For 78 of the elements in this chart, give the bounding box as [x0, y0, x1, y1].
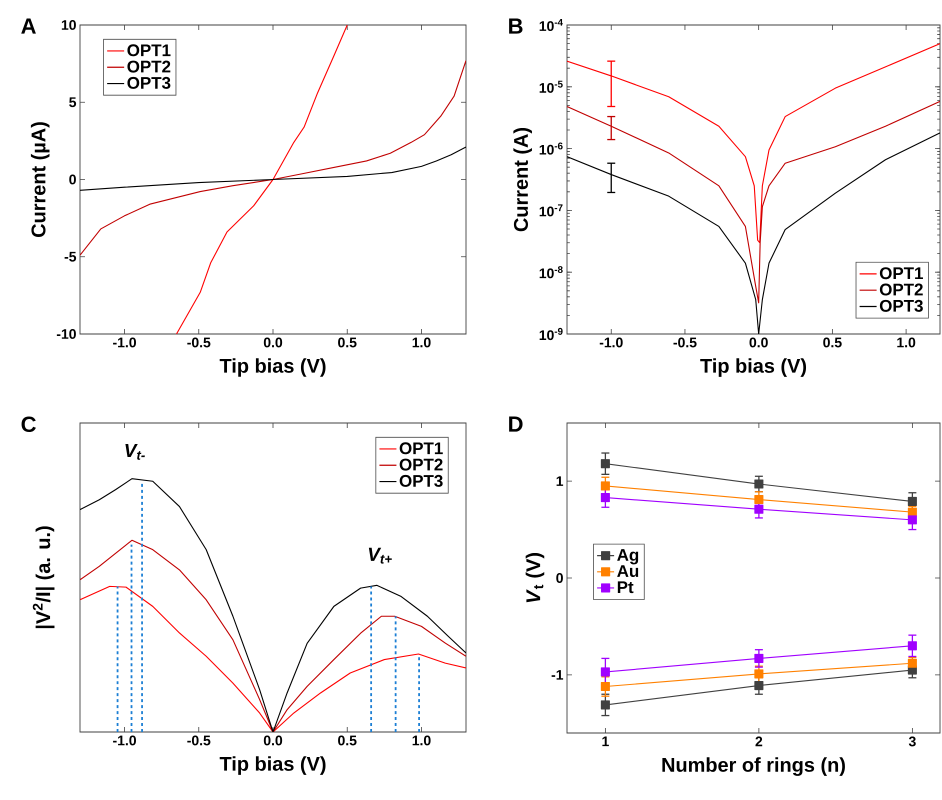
point	[600, 667, 610, 677]
x-axis-title: Number of rings (n)	[662, 757, 845, 776]
x-tick-label: 2	[755, 736, 762, 746]
x-axis-title: Tip bias (V)	[700, 358, 806, 377]
legend-label: OPT1	[400, 442, 443, 454]
point	[754, 680, 764, 690]
chart-title: C	[22, 416, 36, 432]
legend-label: Ag	[617, 549, 638, 564]
legend-label: OPT3	[127, 76, 170, 89]
x-tick-label: 0.5	[338, 736, 357, 746]
point	[754, 479, 764, 489]
y-tick-label: -5	[64, 252, 76, 262]
legend-label: Au	[617, 565, 638, 578]
y-tick-label: -1	[552, 670, 564, 680]
y-tick-label: 0	[556, 573, 563, 583]
legend-label: OPT2	[127, 60, 170, 73]
x-axis-title: Tip bias (V)	[220, 358, 326, 377]
x-tick-label: 0.0	[264, 338, 282, 348]
point	[754, 494, 764, 504]
point	[754, 504, 764, 514]
chart-title: B	[509, 18, 522, 34]
text: V$_{t-}$	[125, 444, 145, 460]
legend-label: Pt	[618, 581, 634, 594]
chart-title: A	[21, 18, 36, 34]
x-tick-label: -0.5	[673, 338, 697, 348]
point	[600, 682, 610, 692]
x-tick-label: -1.0	[113, 338, 136, 348]
x-axis-title: Tip bias (V)	[220, 756, 326, 775]
legend-label: OPT1	[127, 44, 171, 56]
x-tick-label: 0.5	[823, 338, 842, 348]
legend-label: OPT3	[400, 474, 443, 487]
line-series	[80, 146, 466, 191]
point	[754, 669, 764, 678]
point	[908, 515, 917, 524]
line-series	[176, 24, 348, 334]
x-tick-label: -1.0	[113, 736, 136, 746]
y-tick-label: 10	[62, 20, 76, 30]
y-tick-label: 5	[69, 97, 76, 108]
point	[600, 459, 610, 468]
legend-label: OPT2	[400, 458, 443, 471]
x-tick-label: -0.5	[187, 736, 210, 746]
point	[908, 641, 917, 650]
point	[908, 496, 917, 506]
legend-label: OPT2	[880, 284, 923, 296]
y-tick-label: 10$^{-6}$	[540, 142, 563, 155]
y-tick-label: -10	[56, 329, 76, 339]
y-tick-label: 10$^{-8}$	[540, 266, 563, 278]
annotation: V$_{t+}$	[368, 548, 392, 564]
line-series	[567, 43, 940, 244]
line-series	[567, 132, 940, 334]
point	[600, 700, 610, 710]
y-axis-title: |V$^{2}$/I| (a. u.)	[32, 526, 54, 628]
y-tick-label: 0	[69, 174, 76, 184]
y-tick-label: 10$^{-9}$	[540, 328, 563, 340]
x-tick-label: -0.5	[187, 338, 210, 348]
point	[600, 493, 610, 502]
point	[754, 654, 764, 663]
x-tick-label: 1	[602, 736, 609, 746]
x-tick-label: 1.0	[412, 338, 431, 348]
y-axis-title: Current (A)	[513, 128, 532, 232]
legend-label: OPT3	[880, 300, 923, 312]
y-tick-label: 10$^{-7}$	[540, 204, 563, 216]
y-tick-label: 10$^{-4}$	[540, 18, 563, 32]
x-tick-label: 1.0	[897, 338, 916, 348]
point	[600, 481, 610, 490]
y-axis-title: V$_{t}$ (V)	[526, 553, 544, 602]
x-tick-label: 0.0	[750, 338, 768, 348]
x-tick-label: 0.0	[264, 736, 282, 746]
x-tick-label: 0.5	[338, 338, 357, 348]
y-tick-label: 1	[556, 476, 564, 486]
y-tick-label: 10$^{-5}$	[540, 80, 563, 93]
y-axis-title: Current (µA)	[30, 122, 50, 237]
chart-title: D	[509, 416, 523, 432]
x-tick-label: 3	[908, 736, 916, 746]
x-tick-label: 1.0	[412, 736, 431, 746]
legend-label: OPT1	[880, 267, 923, 280]
line-series	[80, 60, 466, 256]
x-tick-label: -1.0	[600, 338, 623, 348]
